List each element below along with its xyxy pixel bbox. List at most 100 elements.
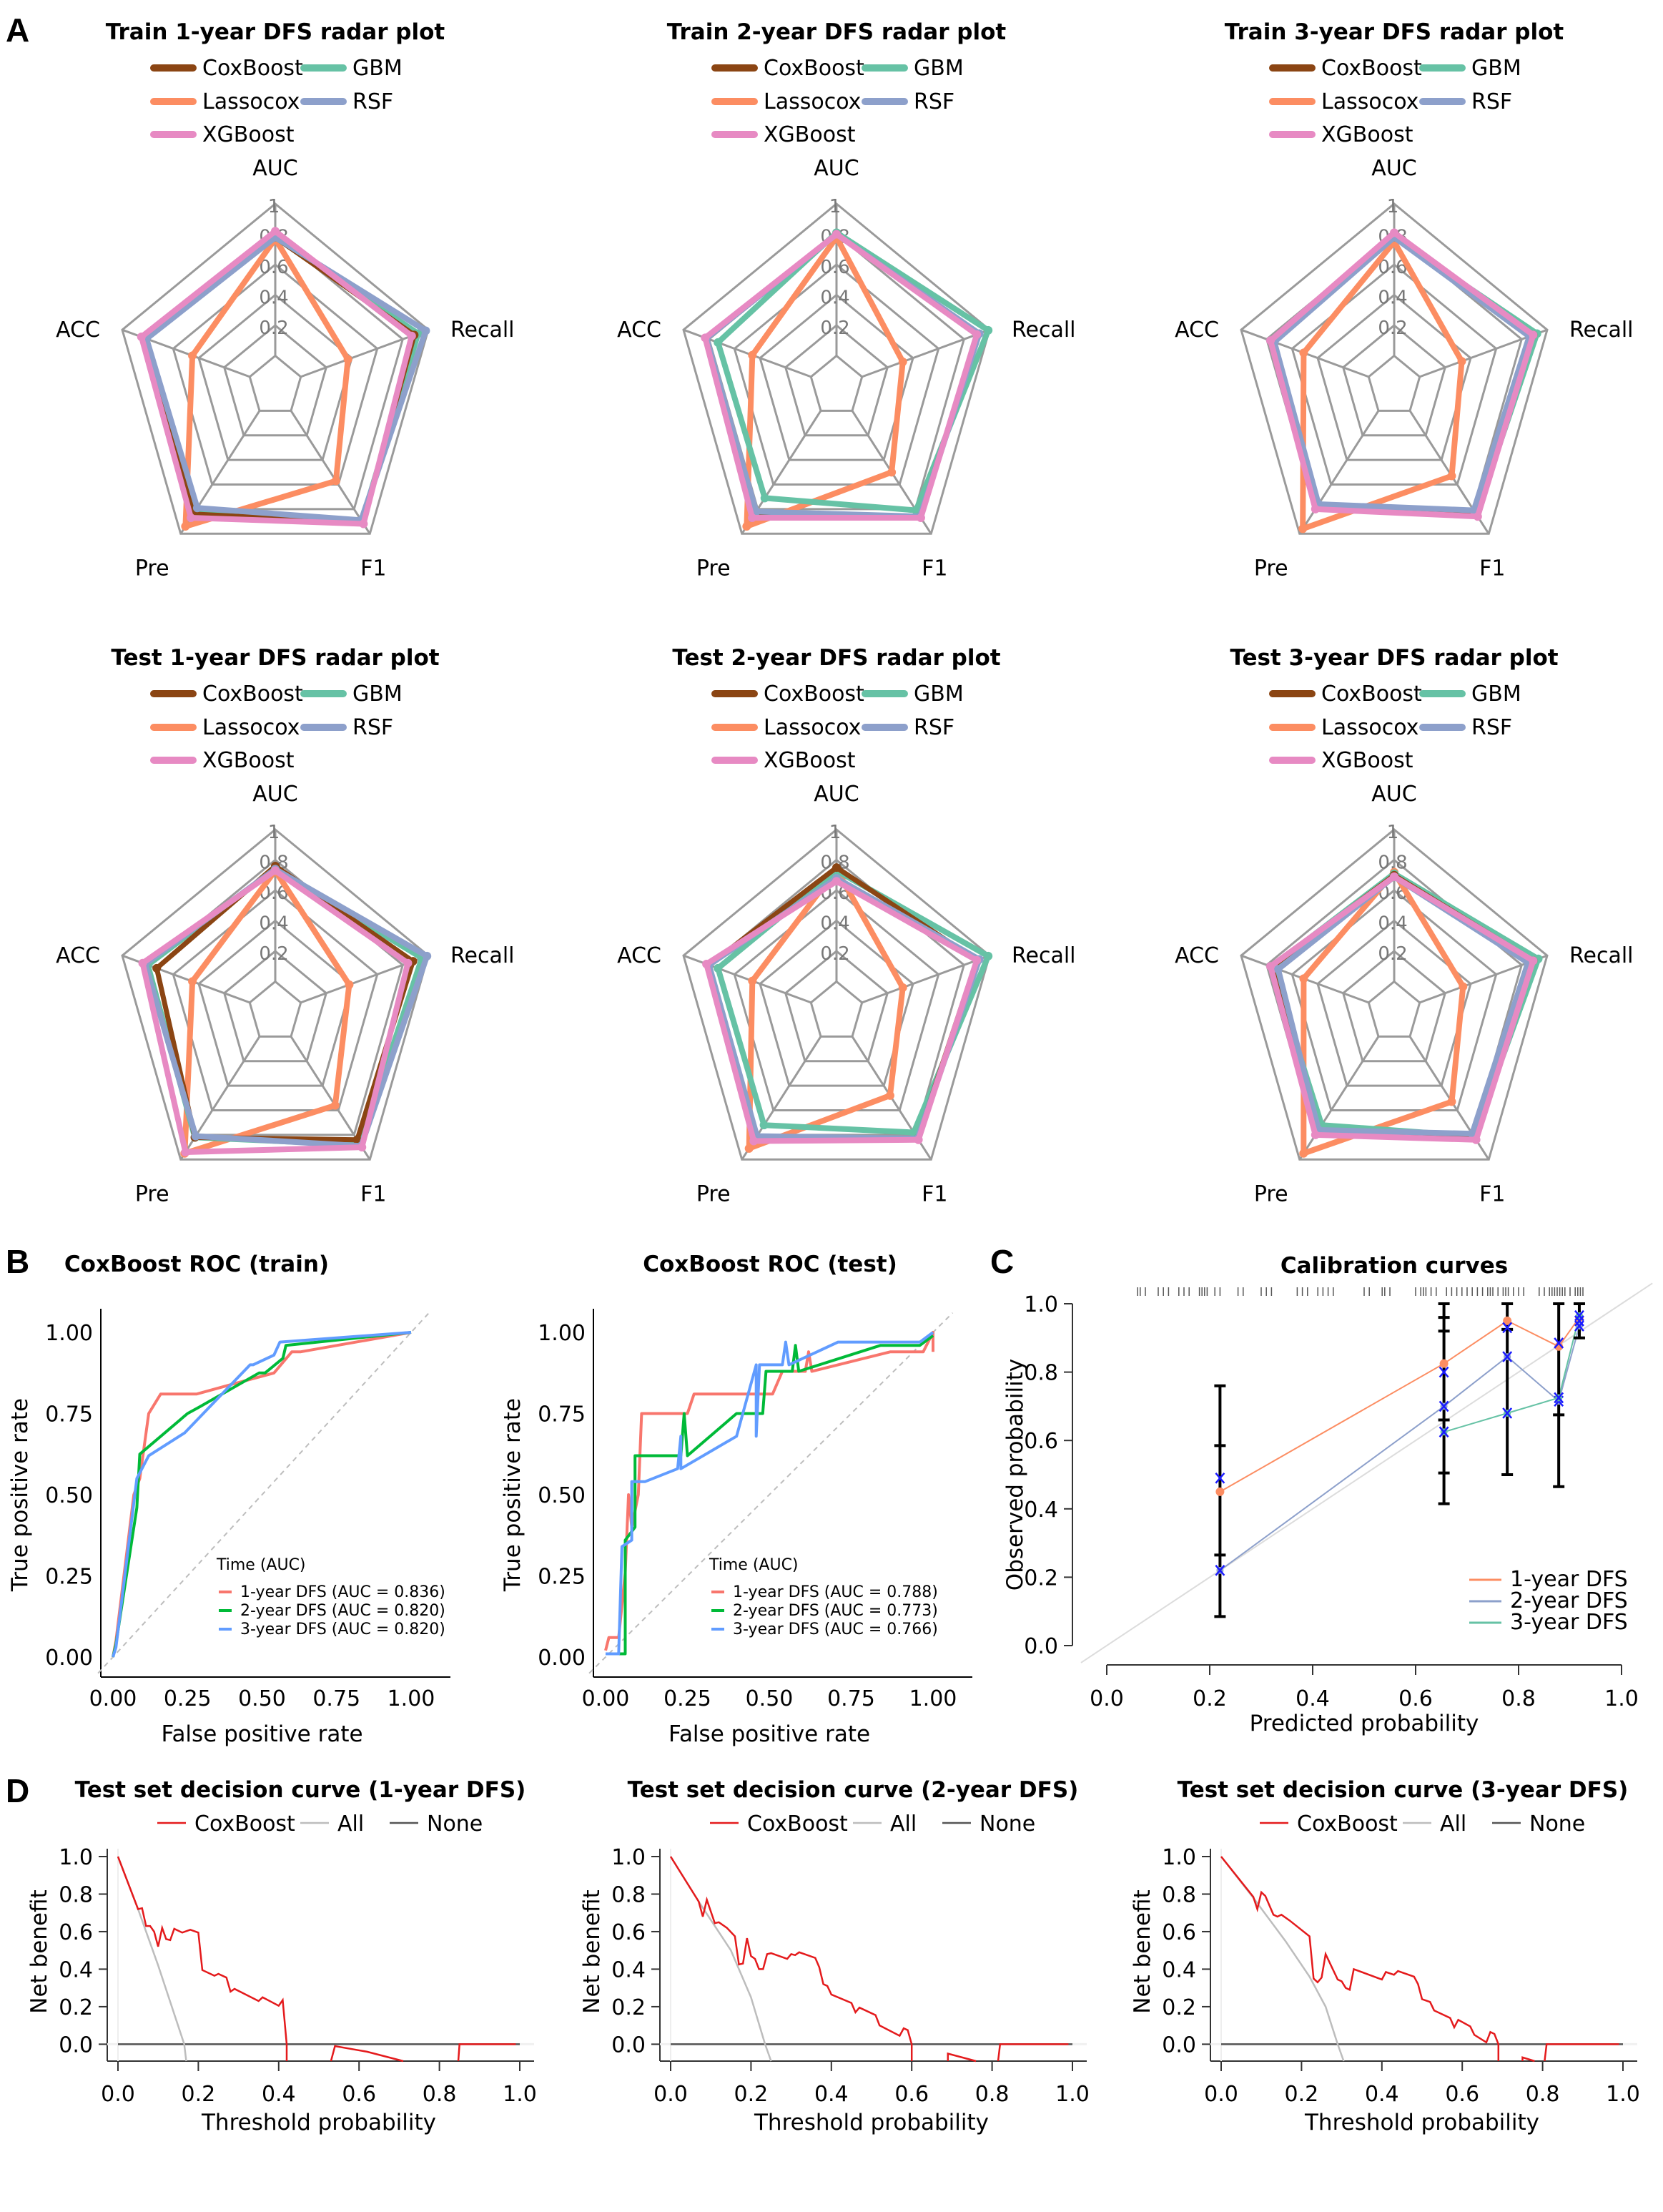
radial-tick-label: 0.2 [820, 318, 849, 339]
point-xgboost [187, 513, 196, 522]
series-lassocox [744, 234, 906, 529]
x-tick-label: 0.2 [1285, 2082, 1319, 2107]
point-rsf [421, 326, 430, 335]
grid-ring [222, 950, 328, 1063]
radial-tick-label: 1 [1387, 822, 1399, 843]
x-axis-title: Threshold probability [201, 2110, 436, 2135]
radial-tick-label: 0.4 [259, 287, 288, 309]
y-tick-label: 0.0 [611, 2032, 646, 2058]
dca-line-coxboost [117, 1856, 288, 2061]
axis-label-recall: Recall [1012, 943, 1076, 968]
series-gbm [715, 230, 992, 513]
legend-label: All [890, 1812, 917, 1837]
dca-line-coxboost [330, 2045, 404, 2063]
grid-ring [121, 828, 430, 1161]
x-tick-label: 0.8 [1501, 1686, 1536, 1711]
legend-label-coxboost: CoxBoost [764, 56, 864, 81]
y-tick-label: 0.00 [45, 1646, 93, 1671]
marker-x [1215, 1565, 1225, 1576]
y-tick-label: 0.25 [45, 1565, 93, 1590]
point-xgboost [1266, 336, 1275, 345]
radial-tick-label: 0.2 [1378, 318, 1407, 339]
axis-label-recall: Recall [1012, 318, 1076, 343]
panel-label-d: D [6, 1772, 29, 1809]
axis-label-pre: Pre [135, 1181, 169, 1206]
y-tick-label: 0.75 [45, 1402, 93, 1427]
series-xgboost [1268, 230, 1536, 520]
radial-tick-label: 0.2 [259, 318, 288, 339]
radial-tick-label: 1 [829, 822, 842, 843]
point-xgboost [702, 960, 711, 969]
y-tick-label: 1.0 [611, 1845, 646, 1870]
y-tick-label: 0.6 [1024, 1429, 1058, 1454]
y-tick-label: 1.0 [59, 1845, 93, 1870]
point-xgboost [138, 958, 147, 968]
point-rsf [191, 1131, 200, 1141]
x-axis-title: False positive rate [161, 1721, 362, 1747]
radial-tick-label: 0.2 [820, 943, 849, 965]
x-tick-label: 0.8 [423, 2082, 457, 2107]
x-tick-label: 0.25 [663, 1686, 711, 1711]
legend-label-lassocox: Lassocox [764, 715, 861, 740]
legend-label-gbm: GBM [352, 56, 403, 81]
grid-ring [1341, 950, 1447, 1063]
series-lassocox [746, 866, 906, 1151]
roc-curve-2y [606, 1334, 934, 1656]
y-tick-label: 0.0 [59, 2032, 93, 2058]
legend-label: All [337, 1812, 364, 1837]
axis-label-f1: F1 [922, 556, 947, 581]
marker-1y [1503, 1316, 1512, 1325]
legend-label: 1-year DFS (AUC = 0.836) [240, 1583, 445, 1601]
legend-label-gbm: GBM [914, 682, 964, 707]
legend-label: 2-year DFS [1510, 1588, 1628, 1613]
series-xgboost [138, 228, 415, 527]
axis-label-pre: Pre [1254, 556, 1288, 581]
x-tick-label: 0.4 [262, 2082, 296, 2107]
radar-train-3y: Train 3-year DFS radar plot CoxBoost Lasso… [1175, 19, 1633, 581]
axis-label-pre: Pre [696, 556, 731, 581]
legend-label: CoxBoost [194, 1812, 295, 1837]
chart-title: Train 1-year DFS radar plot [106, 19, 445, 45]
point-xgboost [914, 1135, 923, 1144]
axis-label-auc: AUC [814, 156, 859, 181]
axis-label-auc: AUC [1371, 156, 1416, 181]
point-xgboost [972, 955, 982, 965]
x-tick-label: 0.75 [312, 1686, 360, 1711]
point-gbm [984, 951, 993, 960]
reference-diagonal [97, 1312, 430, 1674]
point-xgboost [1473, 512, 1482, 521]
y-axis-title: Net benefit [1130, 1889, 1155, 2013]
x-axis-title: Predicted probability [1250, 1711, 1479, 1736]
grid-ring [1341, 324, 1447, 437]
radar-train-2y: Train 2-year DFS radar plot CoxBoost Lasso… [617, 19, 1075, 581]
point-xgboost [916, 513, 925, 522]
y-tick-label: 0.8 [1162, 1882, 1196, 1907]
legend-title: Time (AUC) [709, 1556, 799, 1574]
y-tick-label: 0.0 [1162, 2032, 1196, 2058]
point-xgboost [137, 333, 146, 342]
y-axis-title: Net benefit [579, 1889, 605, 2013]
axis-label-auc: AUC [1371, 782, 1416, 807]
point-lassocox [898, 357, 907, 366]
legend-label-coxboost: CoxBoost [202, 682, 303, 707]
chart-title: Test 3-year DFS radar plot [1230, 645, 1558, 671]
point-xgboost [748, 513, 757, 522]
y-tick-label: 0.75 [538, 1402, 586, 1427]
point-xgboost [1471, 1135, 1481, 1144]
legend-label-xgboost: XGBoost [764, 122, 856, 147]
legend-label-lassocox: Lassocox [202, 89, 300, 114]
chart-title: Test set decision curve (1-year DFS) [75, 1777, 526, 1803]
y-tick-label: 0.8 [611, 1882, 646, 1907]
point-lassocox [1447, 471, 1456, 481]
x-tick-label: 0.0 [653, 2082, 688, 2107]
y-tick-label: 0.2 [611, 1995, 646, 2020]
dca-3y: Test set decision curve (3-year DFS) 0.0 0… [1130, 1777, 1640, 2135]
point-xgboost [359, 519, 368, 529]
legend-label-rsf: RSF [352, 715, 393, 740]
grid-spoke [862, 328, 990, 378]
legend-label: 1-year DFS (AUC = 0.788) [733, 1583, 938, 1601]
roc-test: CoxBoost ROC (test) 0.00 0.00 0.25 0.25 0.50 0… [500, 1252, 972, 1747]
legend-label-coxboost: CoxBoost [1321, 682, 1422, 707]
axis-label-f1: F1 [1479, 556, 1505, 581]
